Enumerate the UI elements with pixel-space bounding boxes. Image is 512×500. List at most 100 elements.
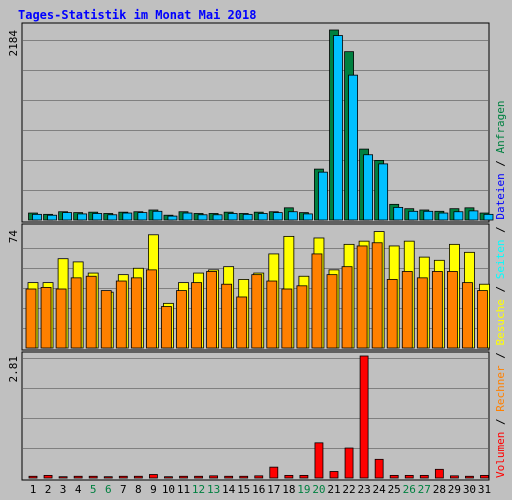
x-tick-label: 30: [463, 483, 476, 496]
y-tick-label: 74: [7, 230, 20, 244]
bar-dateien-day-5: [92, 213, 103, 221]
bar-volumen-day-21: [329, 471, 339, 479]
bar-rechner-day-1: [25, 288, 37, 349]
legend-separator: /: [494, 219, 507, 240]
bar-dateien-day-20: [318, 171, 328, 221]
bar-rechner-day-26: [401, 271, 413, 349]
bar-dateien-day-24: [378, 163, 389, 221]
bar-dateien-day-6: [107, 214, 118, 221]
bar-rechner-day-28: [431, 271, 443, 349]
bar-rechner-day-24: [371, 242, 383, 349]
bar-rechner-day-23: [356, 245, 368, 349]
x-tick-label: 12: [192, 483, 205, 496]
bar-rechner-day-6: [100, 290, 112, 349]
bar-volumen-day-12: [194, 475, 203, 479]
bar-volumen-day-31: [480, 474, 489, 479]
bar-dateien-day-16: [257, 213, 268, 221]
x-tick-label: 9: [150, 483, 157, 496]
x-tick-label: 10: [162, 483, 175, 496]
bar-volumen-day-26: [404, 474, 414, 479]
legend-separator: /: [494, 279, 507, 300]
bar-dateien-day-31: [483, 213, 494, 221]
chart-title: Tages-Statistik im Monat Mai 2018: [18, 8, 257, 22]
x-tick-label: 16: [252, 483, 265, 496]
bar-volumen-day-16: [254, 475, 264, 479]
bar-volumen-day-24: [374, 458, 384, 479]
x-tick-label: 19: [297, 483, 310, 496]
x-tick-label: 15: [237, 483, 250, 496]
bar-dateien-day-4: [77, 213, 88, 221]
bar-dateien-day-26: [408, 210, 419, 221]
bar-volumen-day-23: [359, 355, 369, 479]
bar-rechner-day-21: [326, 274, 338, 349]
legend-separator: /: [494, 345, 507, 366]
bar-dateien-day-27: [423, 210, 434, 221]
chart-bars: [25, 29, 494, 479]
bar-volumen-day-22: [344, 447, 354, 479]
legend: Volumen / Rechner / Besuche / Seiten / D…: [494, 100, 507, 478]
x-tick-label: 5: [90, 483, 97, 496]
x-tick-label: 27: [418, 483, 431, 496]
bar-rechner-day-5: [85, 275, 97, 349]
bar-dateien-day-2: [47, 214, 57, 221]
bar-dateien-day-19: [302, 213, 313, 221]
bar-dateien-day-9: [152, 210, 163, 221]
x-tick-label: 29: [448, 483, 461, 496]
panel-frame: [21, 22, 490, 223]
bar-rechner-day-11: [176, 290, 187, 349]
x-tick-label: 13: [207, 483, 220, 496]
bar-rechner-day-4: [70, 277, 82, 349]
legend-separator: /: [494, 411, 507, 432]
bar-volumen-day-7: [118, 475, 128, 479]
bar-dateien-day-21: [333, 35, 343, 221]
bar-volumen-day-5: [88, 475, 98, 479]
bar-dateien-day-13: [212, 214, 223, 221]
bar-volumen-day-2: [43, 474, 53, 479]
bar-volumen-day-9: [148, 474, 158, 479]
panel-frame: [21, 351, 490, 481]
x-tick-label: 6: [105, 483, 112, 496]
bar-rechner-day-18: [281, 288, 293, 349]
bar-volumen-day-3: [58, 476, 68, 479]
bar-volumen-day-28: [434, 468, 444, 479]
bar-dateien-day-18: [287, 211, 298, 221]
x-tick-label: 1: [30, 483, 37, 496]
x-tick-label: 17: [267, 483, 280, 496]
legend-seiten: Seiten: [494, 239, 507, 280]
bar-dateien-day-14: [227, 213, 238, 221]
x-tick-label: 22: [342, 483, 355, 496]
bar-dateien-day-29: [453, 211, 464, 221]
bar-rechner-day-29: [446, 271, 458, 349]
bar-dateien-day-1: [32, 213, 42, 221]
x-tick-label: 11: [177, 483, 190, 496]
bar-rechner-day-2: [40, 287, 52, 349]
chart-frames: [21, 22, 490, 481]
bar-volumen-day-13: [209, 475, 219, 479]
bar-volumen-day-6: [103, 476, 113, 479]
x-tick-label: 14: [222, 483, 236, 496]
bar-rechner-day-15: [236, 296, 248, 349]
bar-dateien-day-23: [363, 154, 374, 221]
bar-volumen-day-1: [28, 475, 38, 479]
bar-dateien-day-25: [393, 206, 404, 221]
bar-dateien-day-17: [272, 212, 283, 221]
bar-rechner-day-9: [145, 269, 157, 349]
bar-rechner-day-14: [221, 283, 233, 349]
bar-dateien-day-7: [122, 212, 133, 221]
x-tick-label: 3: [60, 483, 67, 496]
legend-rechner: Rechner: [494, 365, 507, 412]
bar-volumen-day-17: [269, 466, 279, 479]
bar-rechner-day-13: [206, 271, 218, 349]
x-tick-label: 8: [135, 483, 142, 496]
bar-dateien-day-30: [468, 210, 479, 221]
bar-volumen-day-18: [284, 474, 294, 479]
bar-rechner-day-25: [386, 279, 398, 349]
bar-dateien-day-8: [137, 212, 148, 221]
bar-volumen-day-25: [389, 474, 399, 479]
bar-volumen-day-15: [239, 475, 249, 479]
bar-dateien-day-28: [438, 212, 449, 221]
bar-rechner-day-17: [266, 280, 278, 349]
x-tick-label: 4: [75, 483, 82, 496]
